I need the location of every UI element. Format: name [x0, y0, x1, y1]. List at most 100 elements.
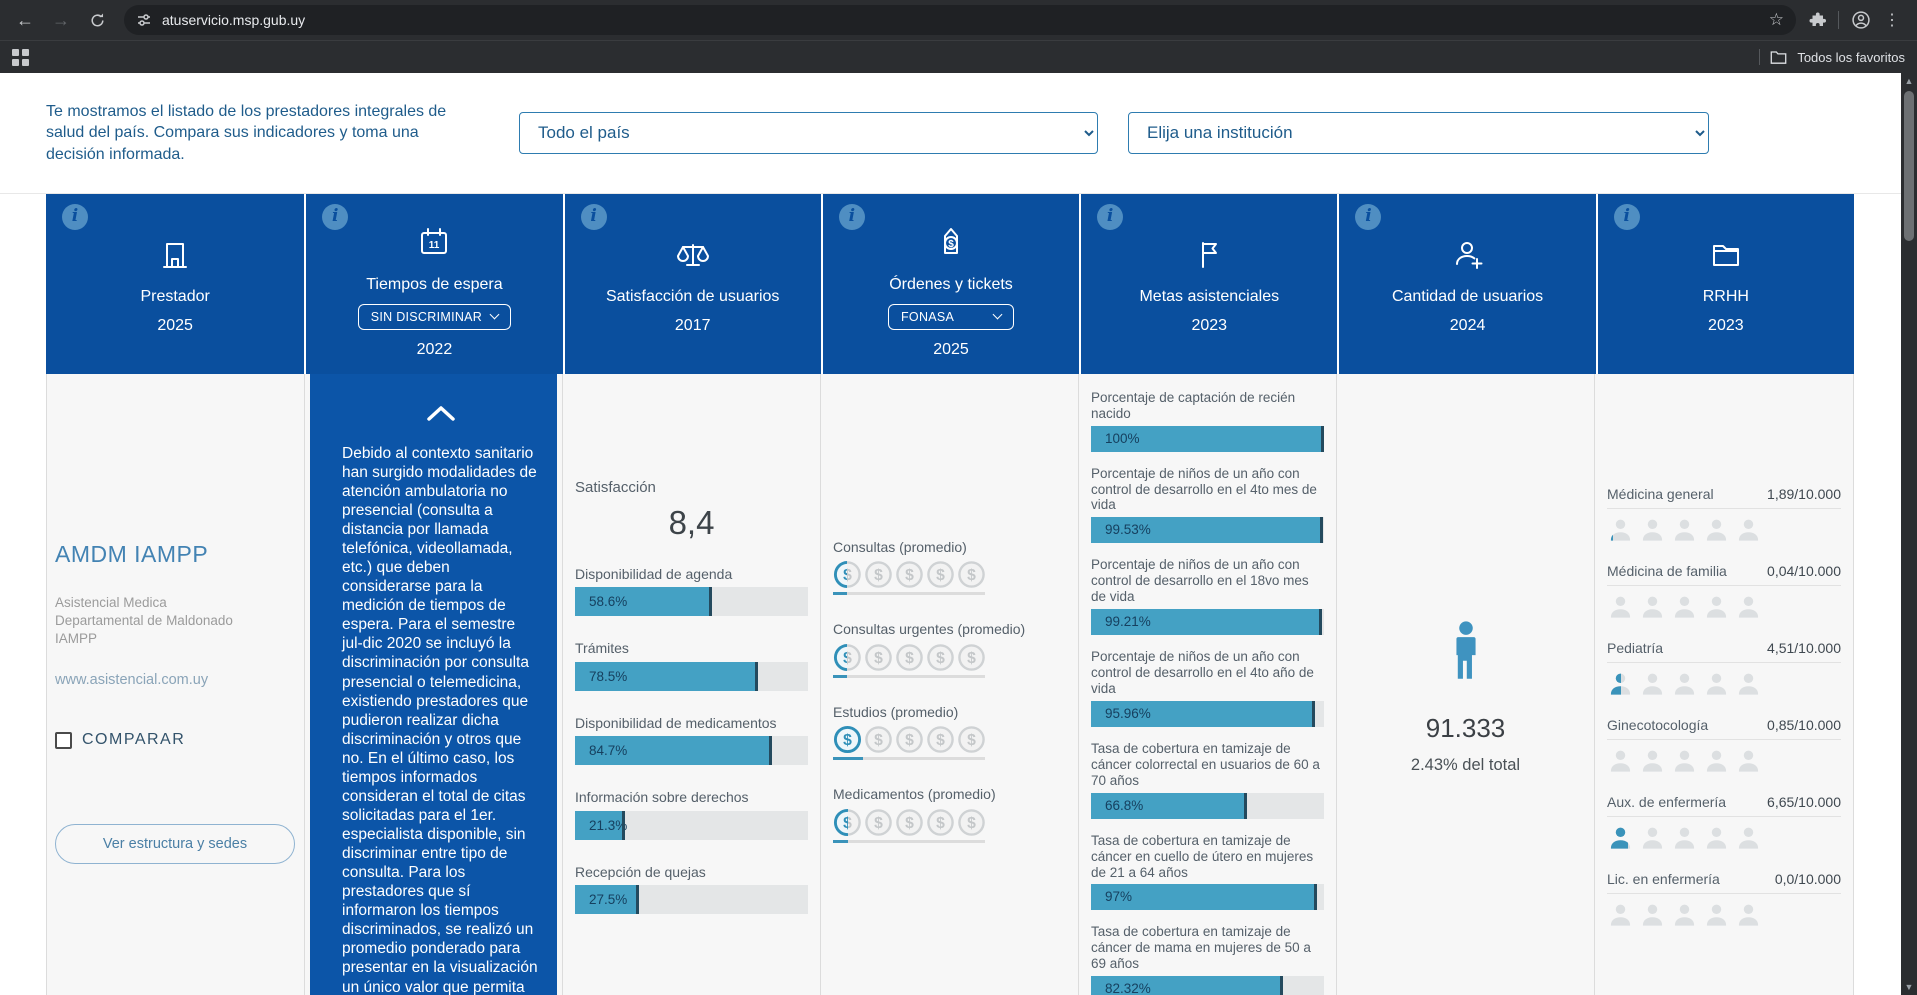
bookmarks-divider [1759, 49, 1761, 65]
calendar-icon: 11 [415, 224, 453, 262]
coin-icon: $ [865, 809, 892, 836]
coin-rating: $ $ $ $ $ $ $ $ $ $ [833, 725, 985, 754]
prestador-column: AMDM IAMPP Asistencial Medica Departamen… [47, 373, 305, 995]
tiempos-column: Debido al contexto sanitario han surgido… [305, 373, 563, 995]
coin-progress-track [833, 592, 985, 596]
meta-bar: Porcentaje de niños de un año con contro… [1091, 649, 1324, 727]
svg-text:$: $ [874, 815, 883, 832]
header-card-satisfaccion: Satisfacción de usuarios 2017 [562, 193, 821, 374]
svg-text:$: $ [843, 732, 852, 749]
person-icon [1674, 750, 1695, 772]
info-icon[interactable] [62, 203, 88, 230]
bar-track: 27.5% [575, 885, 808, 915]
svg-text:$: $ [967, 650, 976, 667]
structure-button[interactable]: Ver estructura y sedes [55, 824, 295, 865]
meta-bar: Porcentaje de niños de un año con contro… [1091, 466, 1324, 544]
ordenes-estudios: Estudios (promedio) $ $ $ $ $ $ $ $ $ [833, 704, 1066, 761]
svg-text:$: $ [967, 815, 976, 832]
info-icon[interactable] [1097, 203, 1124, 230]
price-tag-icon: $ [932, 224, 970, 262]
ordenes-consultas-urgentes: Consultas urgentes (promedio) $ $ $ $ $ … [833, 621, 1066, 678]
info-icon[interactable] [838, 203, 865, 230]
apps-grid-icon[interactable] [12, 48, 29, 66]
person-icon [1642, 750, 1663, 772]
ordenes-filter-dropdown[interactable]: FONASA [887, 303, 1014, 330]
bar-track: 21.3% [575, 810, 808, 840]
svg-text:$: $ [967, 732, 976, 749]
chevron-down-icon [489, 309, 500, 320]
coin-icon: $ [958, 561, 985, 589]
coin-icon: $ [927, 644, 954, 671]
provider-row: AMDM IAMPP Asistencial Medica Departamen… [46, 373, 1854, 995]
person-icon [1706, 673, 1727, 695]
reload-icon[interactable] [82, 5, 112, 35]
chevron-up-icon[interactable] [426, 404, 456, 422]
person-icon [1706, 750, 1727, 772]
back-icon[interactable]: ← [16, 9, 34, 30]
coin-rating: $ $ $ $ $ $ $ $ $ $ [833, 560, 985, 589]
tiempos-filter-dropdown[interactable]: SIN DISCRIMINAR [357, 303, 512, 330]
metas-column: Porcentaje de captación de recién nacido… [1079, 373, 1337, 995]
person-icon-filled [1610, 827, 1628, 849]
person-icon [1738, 904, 1759, 926]
bookmark-star-icon[interactable]: ☆ [1768, 10, 1784, 29]
svg-text:$: $ [874, 732, 883, 749]
coin-icon: $ [896, 809, 923, 836]
bar-fill: 58.6% [575, 587, 712, 617]
bookmarks-bar: Todos los favoritos [0, 40, 1917, 73]
tiempos-info-panel: Debido al contexto sanitario han surgido… [310, 373, 557, 995]
forward-icon[interactable]: → [52, 9, 70, 30]
person-icon [1610, 596, 1631, 618]
menu-kebab-icon[interactable]: ⋮ [1884, 12, 1900, 29]
chevron-down-icon [992, 309, 1003, 320]
person-icon [1738, 673, 1759, 695]
svg-text:$: $ [905, 567, 914, 584]
person-icon [1642, 827, 1663, 849]
url-bar[interactable]: atuservicio.msp.gub.uy ☆ [124, 5, 1796, 35]
person-icon [1674, 596, 1695, 618]
page-content: ▲ ▼ Te mostramos el listado de los prest… [0, 73, 1917, 995]
site-settings-icon[interactable] [136, 12, 152, 28]
rrhh-row: Aux. de enfermería 6,65/10.000 [1607, 794, 1841, 852]
svg-text:$: $ [843, 567, 852, 584]
institution-select[interactable]: Elija una institución [1128, 111, 1709, 154]
person-icon [1642, 596, 1663, 618]
card-year: 2025 [933, 340, 969, 358]
coin-progress-track [833, 757, 985, 761]
ordenes-column: Consultas (promedio) $ $ $ $ $ $ $ $ $ [821, 373, 1079, 995]
scales-icon [674, 224, 712, 274]
scroll-down-icon[interactable]: ▼ [1904, 982, 1914, 992]
coin-icon-filled: $ [833, 643, 847, 671]
header-card-usuarios: Cantidad de usuarios 2024 [1337, 193, 1596, 374]
region-select[interactable]: Todo el país [519, 111, 1098, 154]
compare-checkbox[interactable] [55, 731, 72, 749]
coin-icon: $ [896, 644, 923, 671]
person-rating [1607, 902, 1763, 929]
page-scrollbar[interactable]: ▲ ▼ [1901, 73, 1917, 995]
scrollbar-thumb[interactable] [1904, 91, 1914, 241]
person-rating [1607, 671, 1763, 698]
profile-avatar-icon[interactable] [1851, 10, 1871, 30]
user-count: 91.333 [1425, 712, 1506, 743]
info-icon[interactable] [1613, 203, 1640, 230]
provider-website-link[interactable]: www.asistencial.com.uy [55, 672, 209, 689]
info-icon[interactable] [322, 203, 349, 230]
info-icon[interactable] [580, 203, 607, 230]
compare-control[interactable]: COMPARAR [55, 731, 290, 749]
svg-text:$: $ [905, 732, 914, 749]
bar-track: 58.6% [575, 587, 808, 617]
info-icon[interactable] [1355, 203, 1382, 230]
extensions-icon[interactable] [1808, 11, 1826, 29]
scroll-up-icon[interactable]: ▲ [1904, 76, 1914, 86]
card-year: 2017 [674, 316, 711, 334]
url-text[interactable]: atuservicio.msp.gub.uy [162, 12, 306, 28]
all-bookmarks-label[interactable]: Todos los favoritos [1797, 49, 1905, 65]
svg-text:$: $ [874, 567, 883, 584]
card-label: Metas asistenciales [1139, 287, 1280, 305]
folder-icon [1707, 224, 1745, 274]
satisfaction-bar-agenda: Disponibilidad de agenda 58.6% [575, 566, 808, 617]
card-year: 2025 [157, 316, 193, 334]
svg-text:$: $ [905, 815, 914, 832]
svg-text:$: $ [936, 815, 945, 832]
coin-icon: $ [958, 809, 985, 836]
